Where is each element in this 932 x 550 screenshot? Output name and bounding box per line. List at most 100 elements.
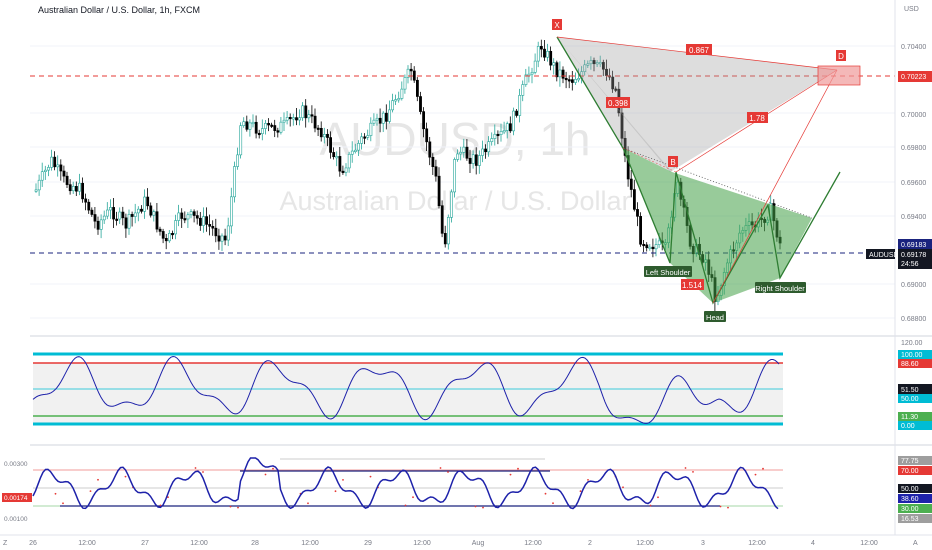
rsi-tick-50: 50.00 [901, 396, 919, 403]
candle-body [310, 114, 314, 117]
osc-dot [719, 505, 722, 508]
candle-body [477, 155, 481, 166]
candle-body [59, 164, 63, 172]
osc-left-tick-1: 0.00300 [4, 461, 28, 468]
candle-body [143, 196, 147, 212]
rsi-tick-100: 100.00 [901, 352, 923, 359]
candle-body [508, 123, 512, 132]
time-label: 12:00 [190, 540, 208, 547]
time-axis-right-glyph[interactable]: A [913, 540, 918, 547]
candle-body [233, 166, 236, 198]
candle-body [341, 170, 345, 173]
candle-body [124, 217, 128, 229]
osc-dot [62, 502, 64, 505]
time-label: 29 [364, 540, 372, 547]
candle-body [384, 112, 388, 122]
osc-dot [124, 475, 127, 478]
candle-body [285, 117, 289, 121]
candle-body [202, 216, 205, 226]
candle-body [493, 133, 497, 139]
time-label: 12:00 [301, 540, 319, 547]
time-label: 12:00 [413, 540, 431, 547]
rsi-axis[interactable]: 120.00 100.00 88.60 51.50 50.00 11.30 0.… [898, 340, 932, 430]
candle-body [47, 167, 50, 171]
osc-dot [727, 506, 729, 509]
candle-body [589, 60, 593, 65]
candle-body [363, 136, 367, 139]
candle-body [199, 217, 202, 226]
candle-body [381, 112, 385, 124]
price-tick-1: 0.70400 [901, 44, 926, 51]
oscillator-axis[interactable]: 0.00300 0.00174 0.00100 77.75 70.00 50.0… [2, 456, 932, 523]
candle-body [518, 95, 522, 116]
osc-tick-70: 70.00 [901, 468, 919, 475]
candle-body [422, 111, 426, 130]
candle-body [391, 100, 395, 111]
osc-dot [97, 478, 99, 481]
candle-body [149, 205, 153, 216]
candle-body [450, 191, 453, 218]
candle-body [236, 154, 240, 167]
candle-body [378, 117, 382, 124]
osc-dot [412, 496, 414, 499]
left-shoulder-label: Left Shoulder [646, 268, 691, 277]
candle-body [43, 169, 47, 172]
label-x: X [554, 21, 560, 30]
candle-body [350, 150, 354, 155]
candle-body [403, 77, 407, 90]
candle-body [239, 125, 243, 156]
candle-body [629, 178, 633, 190]
candle-body [592, 60, 596, 65]
left-toolbar[interactable] [0, 0, 30, 550]
candle-body [654, 244, 658, 250]
candle-body [366, 135, 370, 138]
pattern-triangle-xbd [557, 37, 837, 172]
bid-badge-text: 0.69183 [901, 242, 926, 249]
candle-body [158, 228, 162, 232]
candle-body [93, 214, 97, 222]
price-axis[interactable]: USD 0.70400 0.70000 0.69800 0.69600 0.69… [866, 0, 932, 535]
price-tick-2: 0.70000 [901, 112, 926, 119]
left-shoulder-box [644, 266, 692, 277]
rsi-badge-0 [898, 421, 932, 430]
candle-body [109, 207, 112, 211]
candle-body [273, 125, 277, 131]
time-axis[interactable]: Z A 26 12:00 27 12:00 28 12:00 29 12:00 Aug 12:00… [0, 534, 932, 547]
candle-body [56, 164, 60, 168]
rsi-badge-50 [898, 394, 932, 403]
candle-body [471, 154, 475, 164]
ratio-bd-box [747, 112, 768, 123]
candle-body [223, 235, 227, 241]
candle-body [484, 148, 488, 153]
candle-body [118, 211, 122, 220]
osc-dot [684, 467, 687, 469]
time-axis-left-glyph[interactable]: Z [3, 540, 8, 547]
candle-body [112, 207, 116, 220]
candle-body [570, 79, 574, 83]
candle-body [595, 62, 599, 65]
candle-body [183, 218, 187, 221]
candle-body [180, 212, 184, 219]
candle-body [567, 79, 571, 82]
osc-dot [54, 492, 57, 495]
candle-body [332, 152, 336, 158]
time-label: 2 [588, 540, 592, 547]
candle-body [434, 166, 438, 177]
cd-line [712, 69, 838, 304]
candle-body [636, 209, 639, 217]
resistance-badge-text: 0.70223 [901, 74, 926, 81]
osc-dot [657, 496, 659, 499]
candle-body [279, 121, 283, 133]
currency-label: USD [904, 6, 919, 13]
candle-body [369, 122, 373, 136]
candle-body [487, 141, 491, 153]
osc-tick-16: 16.53 [901, 516, 919, 523]
prz-zone[interactable] [817, 65, 861, 86]
ratio-bd: 1.78 [749, 114, 765, 123]
candle-body [338, 156, 342, 172]
candle-body [533, 60, 537, 73]
candle-body [614, 88, 618, 91]
label-b-box [668, 156, 678, 167]
osc-tick-50: 50.00 [901, 486, 919, 493]
